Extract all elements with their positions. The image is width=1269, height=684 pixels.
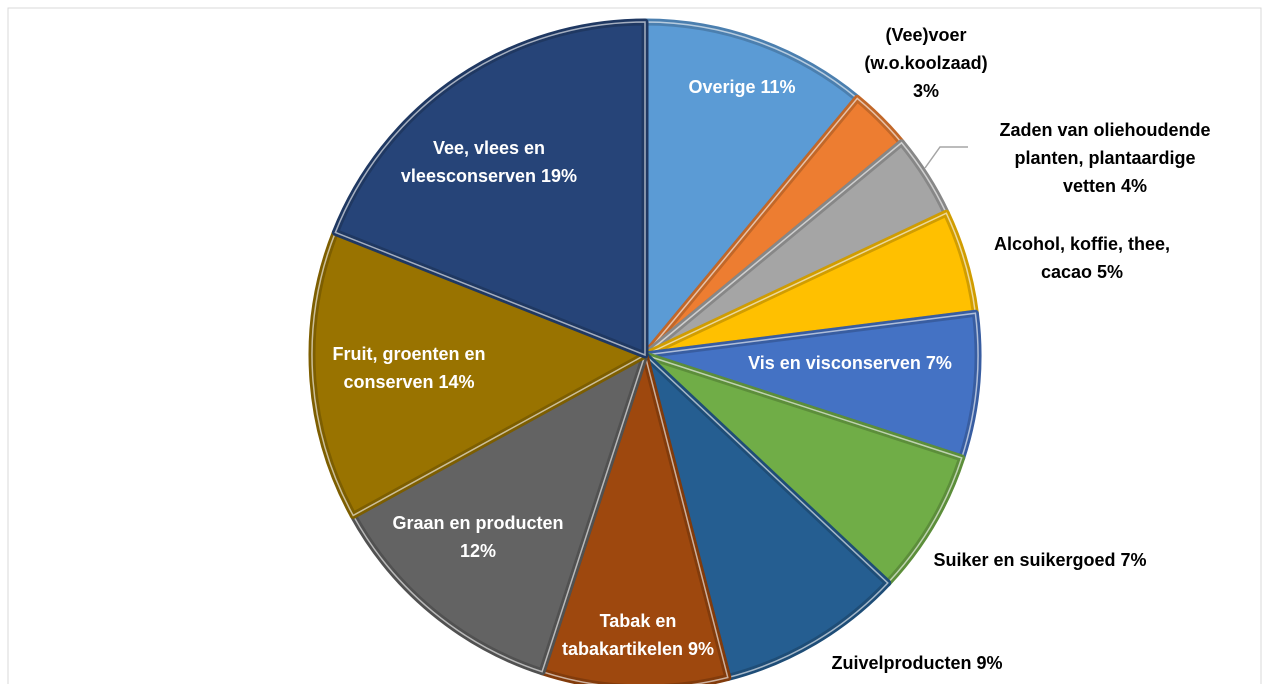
data-label: (Vee)voer (w.o.koolzaad) 3%	[851, 21, 1001, 105]
slice-gap	[644, 21, 859, 358]
category-name: Tabak en tabakartikelen	[561, 611, 684, 659]
data-label: Fruit, groenten en conserven 14%	[309, 340, 509, 396]
data-label: Graan en producten 12%	[373, 509, 583, 565]
slice-gap	[541, 352, 729, 684]
value-label: 12%	[459, 541, 497, 561]
category-name: Vis en visconserven	[748, 353, 921, 373]
value-label: 11%	[760, 77, 796, 97]
category-name: Vee, vlees en vleesconserven	[400, 138, 546, 186]
category-name: Fruit, groenten en conserven	[332, 344, 486, 392]
category-name: Overige	[688, 77, 756, 97]
slice-gap	[644, 354, 963, 585]
slice-gap	[644, 312, 979, 459]
value-label: 7%	[1120, 550, 1147, 570]
data-label: Alcohol, koffie, thee, cacao 5%	[967, 230, 1197, 286]
value-label: 14%	[438, 372, 475, 392]
value-label: 19%	[541, 166, 578, 186]
value-label: 5%	[1097, 262, 1124, 282]
slice-gap	[334, 21, 646, 357]
category-name: Alcohol, koffie, thee, cacao	[993, 234, 1171, 282]
data-label: Vis en visconserven 7%	[720, 349, 980, 377]
leader-line	[924, 146, 968, 169]
slice-gap	[352, 353, 647, 673]
category-name: (Vee)voer (w.o.koolzaad)	[864, 25, 988, 73]
value-label: 7%	[925, 353, 952, 373]
category-name: Graan en producten	[392, 513, 564, 533]
category-name: Suiker en suikergoed	[933, 550, 1116, 570]
data-label: Zuivelproducten 9%	[797, 649, 1037, 677]
value-label: 4%	[1121, 176, 1148, 196]
category-name: Zaden van oliehoudende planten, plantaar…	[999, 120, 1211, 196]
category-name: Zuivelproducten	[831, 653, 972, 673]
value-label: 9%	[688, 639, 715, 659]
slice-gap	[311, 231, 647, 517]
value-label: 3%	[912, 81, 939, 101]
slice-gap	[643, 352, 889, 679]
data-label: Overige 11%	[657, 73, 827, 101]
data-label: Zaden van oliehoudende planten, plantaar…	[998, 116, 1213, 200]
data-label: Vee, vlees en vleesconserven 19%	[379, 134, 599, 190]
chart-frame	[7, 7, 1262, 684]
data-label: Tabak en tabakartikelen 9%	[558, 607, 718, 663]
value-label: 9%	[976, 653, 1003, 673]
data-label: Suiker en suikergoed 7%	[925, 546, 1155, 574]
